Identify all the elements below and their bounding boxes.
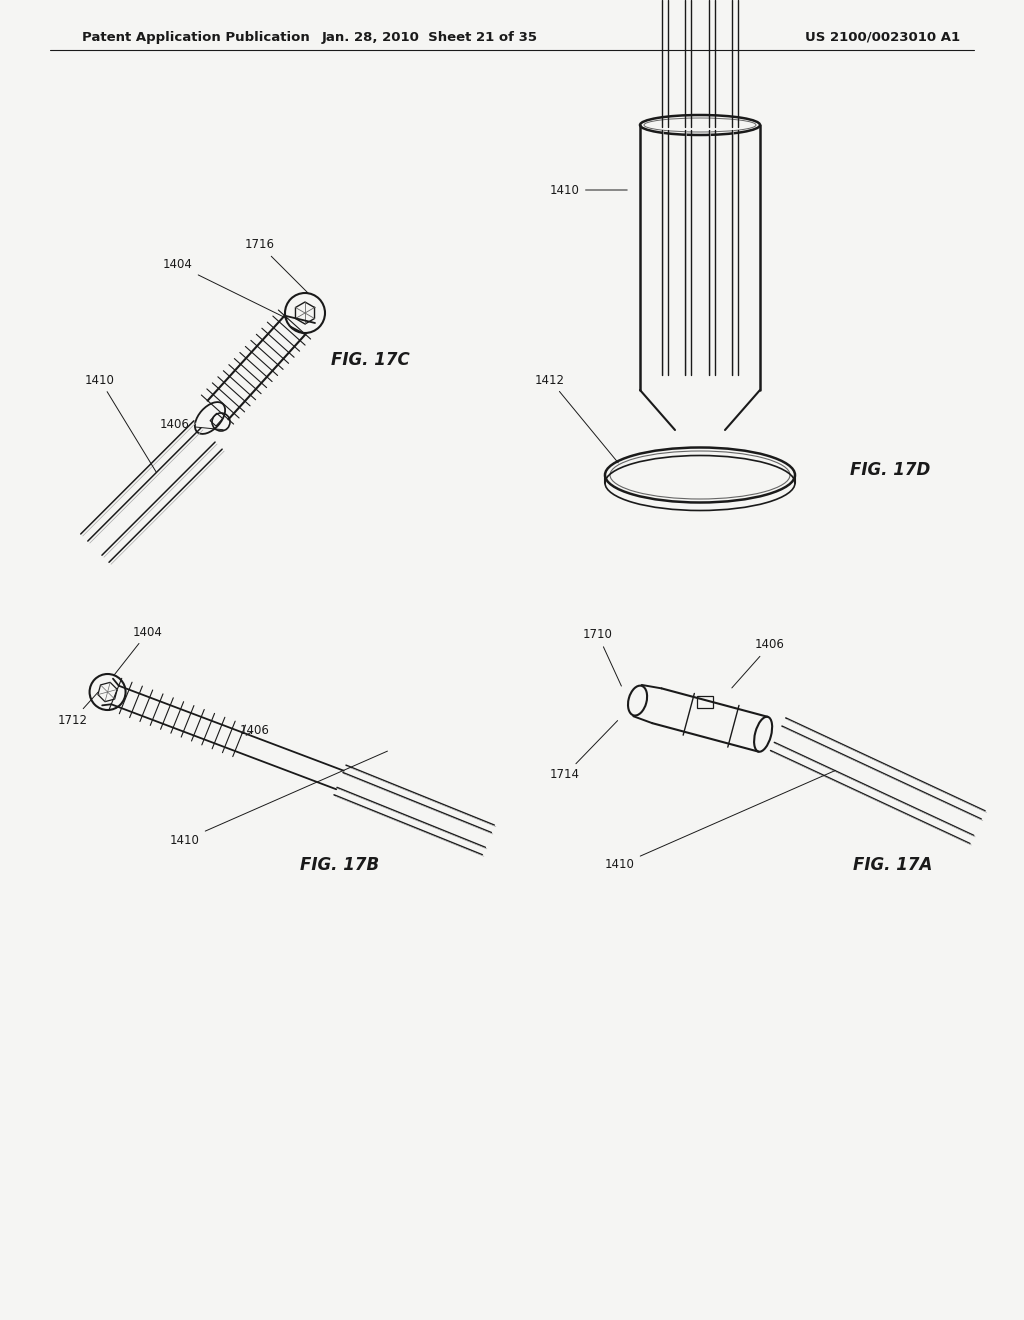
Text: 1404: 1404 [115,626,163,675]
Text: 1410: 1410 [550,183,628,197]
Text: 1412: 1412 [535,374,618,463]
Bar [697,696,713,708]
Bar [210,413,222,426]
Text: 1716: 1716 [245,239,308,293]
Text: 1710: 1710 [583,628,622,686]
Text: Jan. 28, 2010  Sheet 21 of 35: Jan. 28, 2010 Sheet 21 of 35 [322,30,538,44]
Text: FIG. 17B: FIG. 17B [300,855,380,874]
Text: 1410: 1410 [85,374,157,473]
Text: 1410: 1410 [605,771,836,871]
Text: 1406: 1406 [160,418,223,432]
Text: 1406: 1406 [732,639,785,688]
Text: US 2100/0023010 A1: US 2100/0023010 A1 [805,30,961,44]
Text: 1712: 1712 [58,692,98,726]
Text: Patent Application Publication: Patent Application Publication [82,30,309,44]
Text: 1404: 1404 [163,259,288,318]
Text: FIG. 17D: FIG. 17D [850,461,930,479]
Text: FIG. 17A: FIG. 17A [853,855,933,874]
Text: FIG. 17C: FIG. 17C [331,351,410,370]
Text: 1406: 1406 [240,723,270,737]
Text: 1714: 1714 [550,721,617,781]
Text: 1410: 1410 [170,751,387,846]
